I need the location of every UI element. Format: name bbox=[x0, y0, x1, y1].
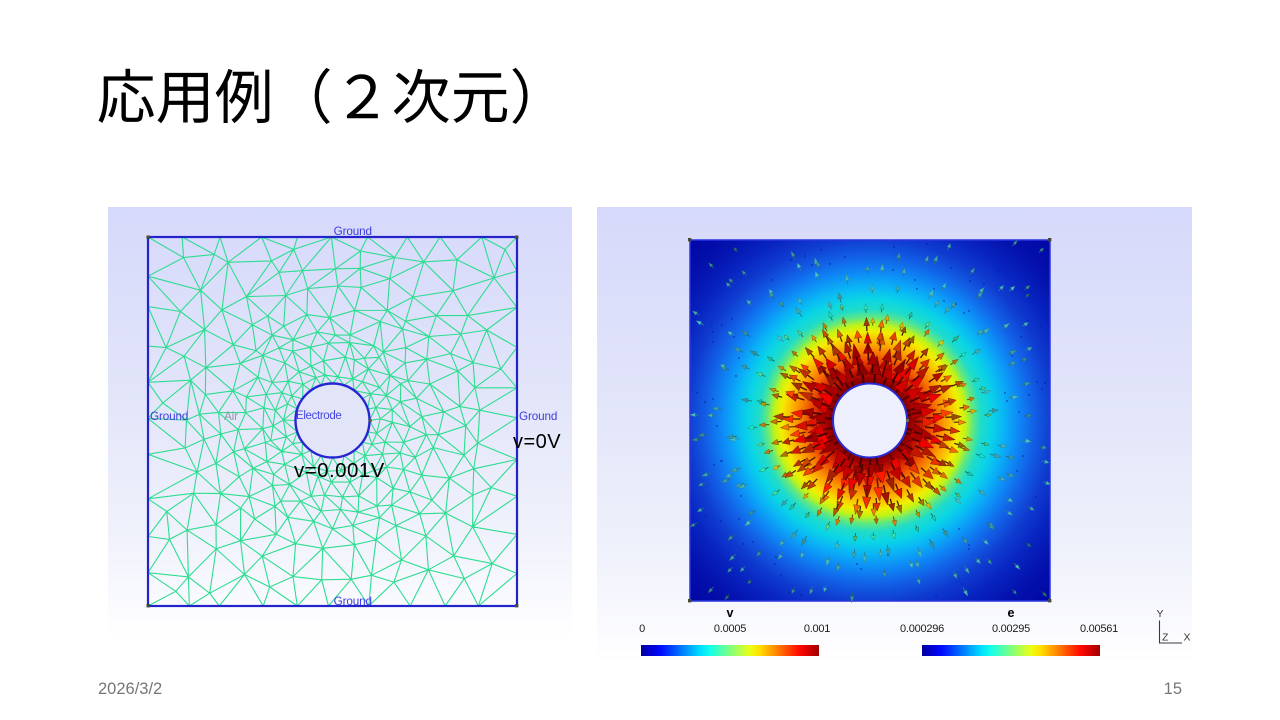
svg-text:X: X bbox=[1184, 632, 1191, 644]
svg-text:Y: Y bbox=[1157, 608, 1164, 620]
svg-text:Z: Z bbox=[1162, 632, 1169, 644]
